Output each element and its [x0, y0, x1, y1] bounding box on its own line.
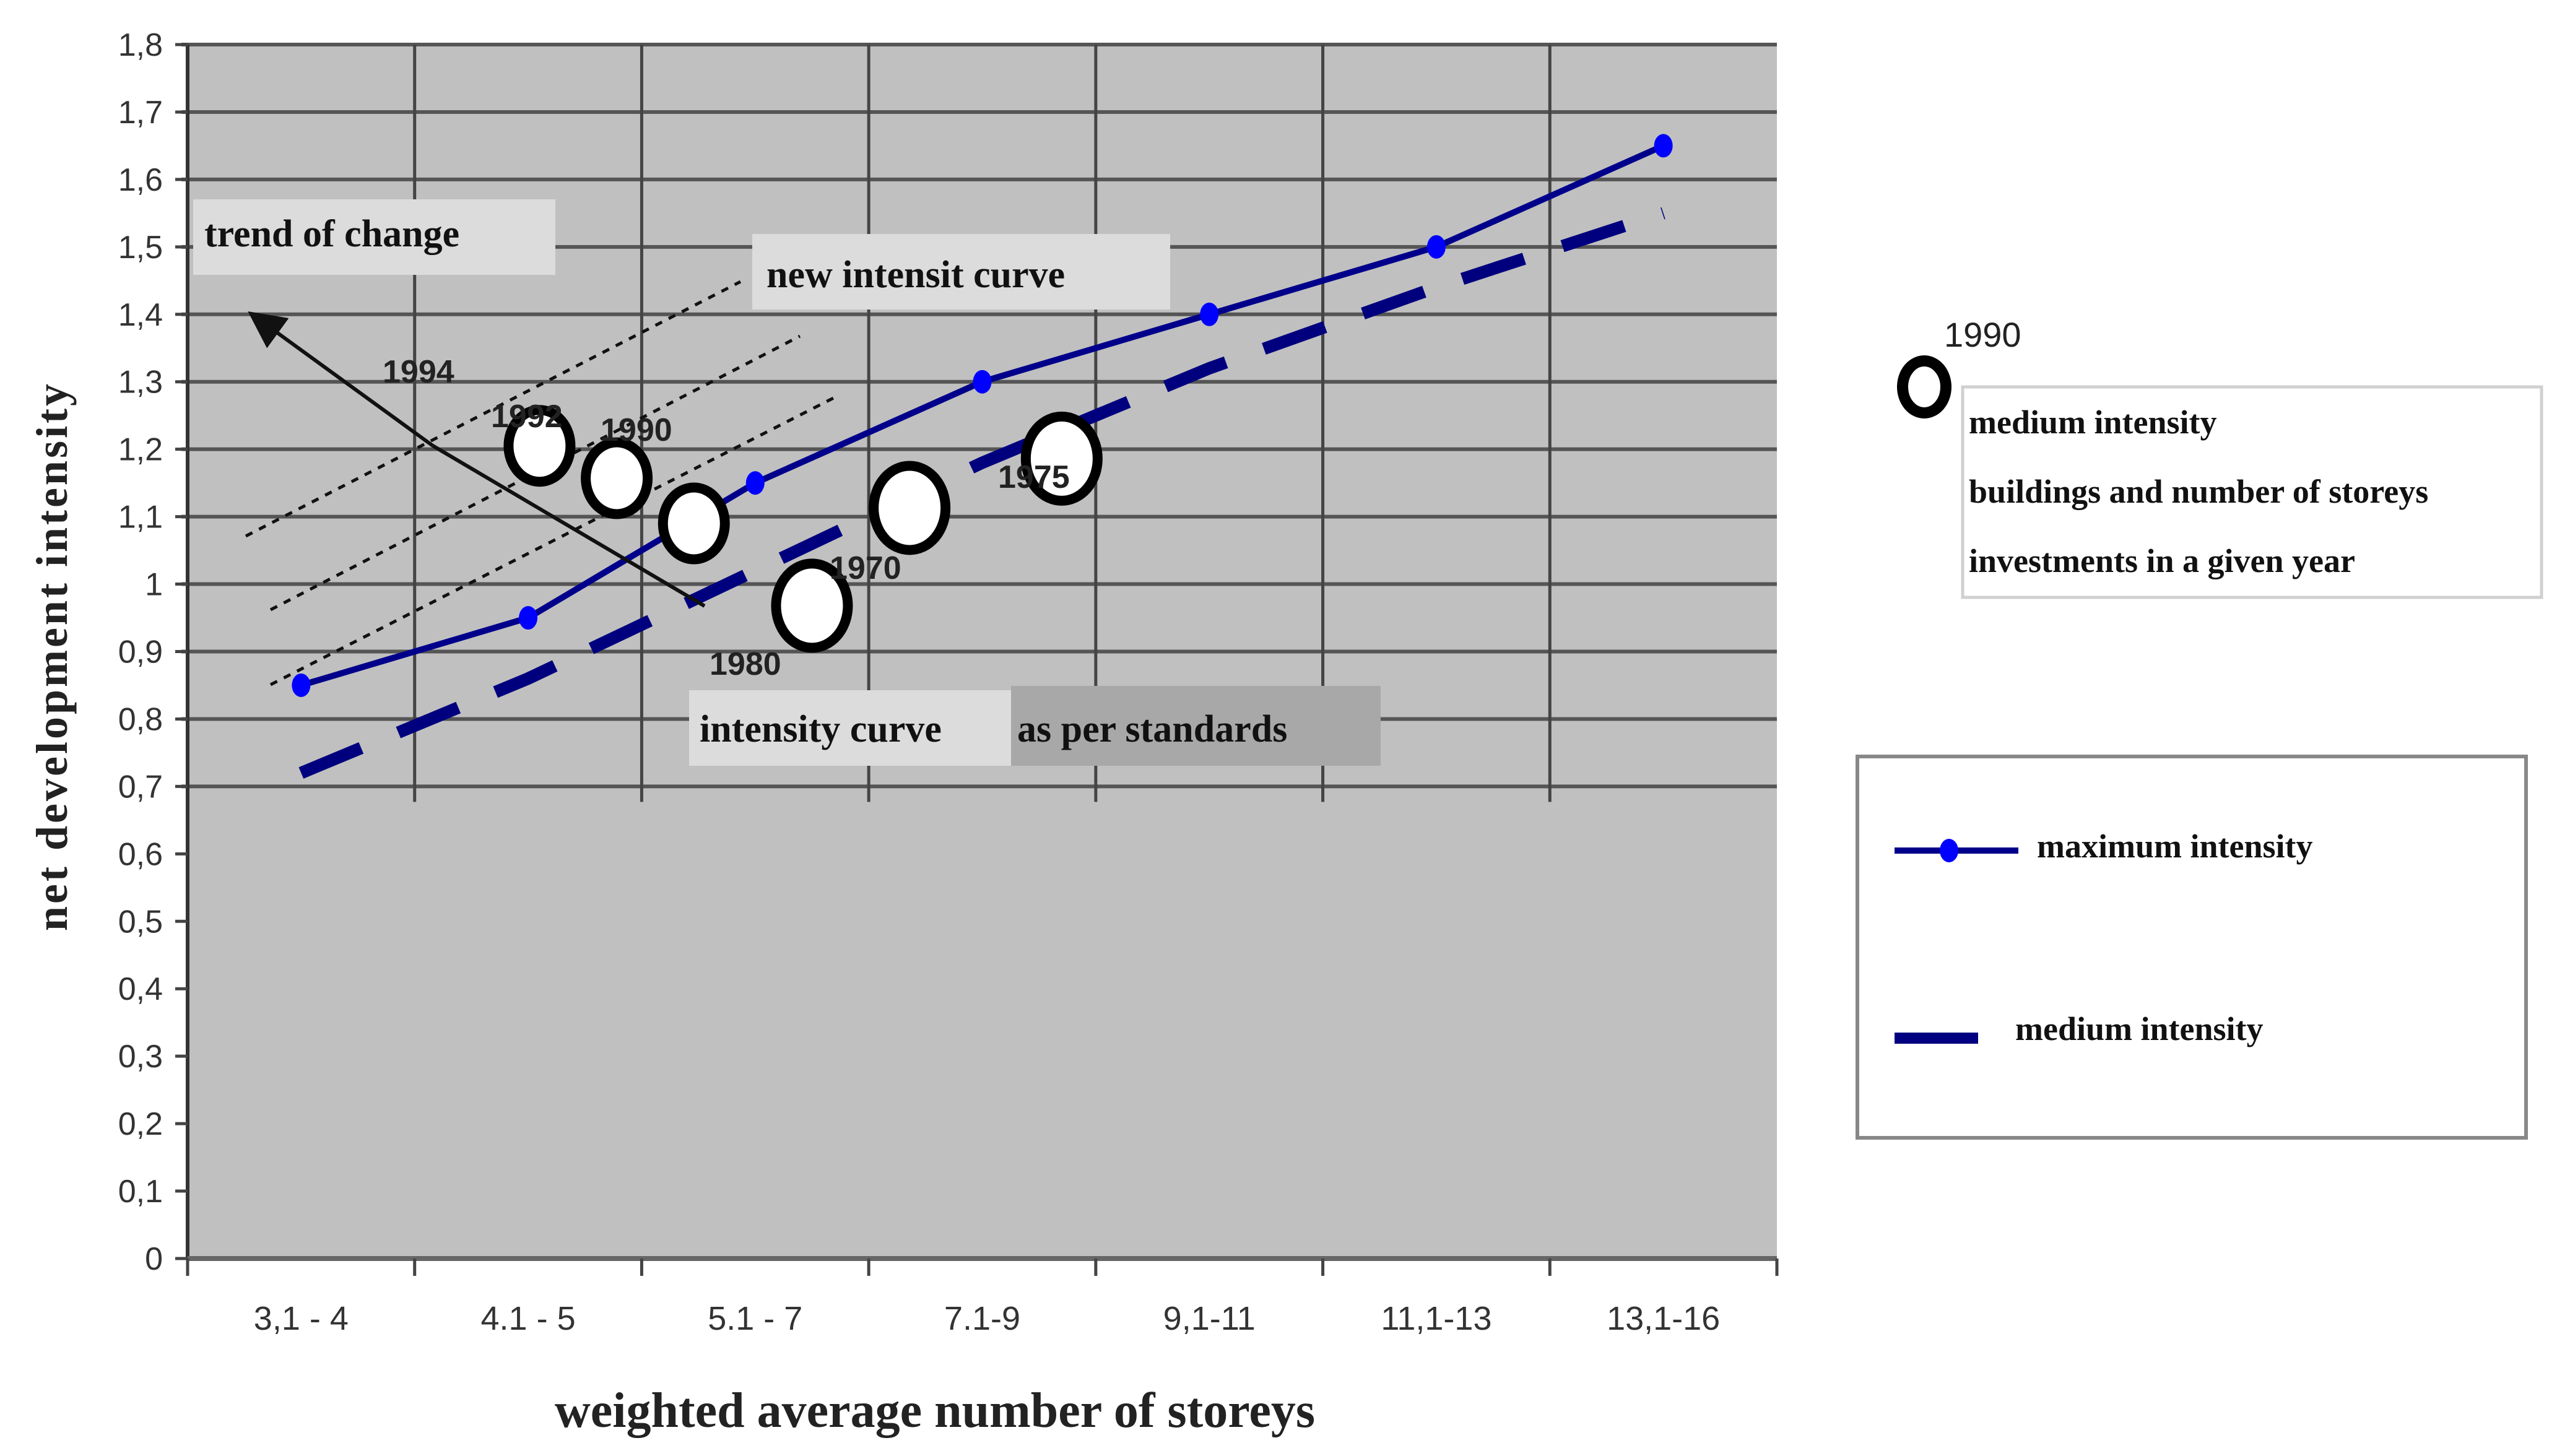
- x-tick-label: 4.1 - 5: [481, 1300, 576, 1337]
- y-tick-label: 1,7: [118, 95, 163, 131]
- y-tick-label: 0,6: [118, 836, 163, 872]
- circle-legend-line-2: buildings and number of storeys: [1969, 473, 2428, 510]
- y-tick-label: 0,9: [118, 635, 163, 670]
- legend-medium-line-icon: [1895, 1033, 1978, 1044]
- circle-legend-line-3: investments in a given year: [1969, 542, 2355, 579]
- year-circle-1980: [771, 558, 853, 653]
- circle-legend-year: 1990: [1944, 315, 2021, 354]
- max-marker: [1426, 235, 1446, 259]
- year-label-1970: 1970: [830, 550, 901, 586]
- year-circle-1975: [1020, 411, 1103, 506]
- y-tick-label: 1,3: [118, 365, 163, 401]
- trend-arrow: [248, 311, 706, 608]
- svg-text:as per standards: as per standards: [1017, 708, 1287, 750]
- y-tick-label: 0,4: [118, 971, 163, 1007]
- annotation-standards-curve: intensity curve as per standards: [689, 686, 1381, 766]
- circle-legend-line-1: medium intensity: [1969, 404, 2217, 441]
- year-label-1975: 1975: [998, 459, 1070, 495]
- legend-max-marker-icon: [1940, 839, 1958, 862]
- year-label-1990: 1990: [601, 412, 672, 448]
- medium-intensity-line: [298, 207, 1665, 779]
- x-tick-label: 9,1-11: [1163, 1300, 1256, 1337]
- x-tick-label: 5.1 - 7: [708, 1300, 802, 1337]
- y-tick-label: 0: [145, 1241, 163, 1277]
- circle-legend-icon: [1897, 355, 1951, 418]
- x-tick-label: 11,1-13: [1381, 1300, 1491, 1337]
- year-labels: 1994 1992 1990 1980 1970 1975: [383, 354, 1070, 682]
- y-tick-label: 0,3: [118, 1039, 163, 1075]
- year-circle-1994: [503, 405, 576, 487]
- y-tick-label: 1,2: [118, 432, 163, 468]
- y-tick-label: 1,1: [118, 500, 163, 535]
- y-tick-label: 1: [145, 567, 163, 603]
- max-marker: [519, 606, 538, 630]
- year-label-1994: 1994: [383, 354, 454, 390]
- x-tick-label: 7.1-9: [944, 1300, 1020, 1337]
- y-tick-label: 0,7: [118, 769, 163, 805]
- annotation-trend-of-change: trend of change: [193, 199, 555, 275]
- x-tick-label: 3,1 - 4: [254, 1300, 349, 1337]
- circle-legend: 1990 medium intensity buildings and numb…: [1897, 315, 2543, 599]
- max-marker: [1654, 134, 1673, 158]
- max-marker: [1200, 302, 1219, 326]
- y-tick-label: 0,1: [118, 1174, 163, 1210]
- y-tick-label: 0,8: [118, 701, 163, 737]
- year-label-1980: 1980: [710, 646, 781, 682]
- year-circle-1970: [869, 461, 951, 555]
- medium-intensity-path: [298, 207, 1665, 779]
- max-marker: [292, 673, 311, 697]
- legend-label-medium: medium intensity: [2015, 1010, 2264, 1047]
- svg-text:trend of change: trend of change: [204, 213, 459, 255]
- y-tick-label: 1,4: [118, 297, 163, 333]
- y-tick-label: 1,8: [118, 27, 163, 63]
- y-tick-label: 1,5: [118, 230, 163, 266]
- year-circle-1992: [581, 437, 653, 519]
- y-tick-label: 0,2: [118, 1106, 163, 1142]
- x-axis-title: weighted average number of storeys: [555, 1384, 1315, 1438]
- svg-text:new intensit curve: new intensit curve: [766, 254, 1065, 296]
- y-tick-label: 0,5: [118, 904, 163, 940]
- year-circle-1990: [658, 482, 730, 565]
- y-axis-title: net development intensity: [27, 381, 77, 931]
- y-tick-label: 1,6: [118, 162, 163, 198]
- annotation-new-curve: new intensit curve: [752, 234, 1170, 310]
- svg-text:intensity curve: intensity curve: [700, 708, 942, 750]
- x-axis-ticks: 3,1 - 4 4.1 - 5 5.1 - 7 7.1-9 9,1-11 11,1-13 1…: [186, 1259, 1779, 1337]
- x-tick-label: 13,1-16: [1607, 1300, 1720, 1337]
- series-legend: maximum intensity medium intensity: [1856, 755, 2528, 1140]
- max-marker: [745, 471, 765, 495]
- year-label-1992: 1992: [491, 399, 563, 435]
- max-marker: [973, 370, 992, 394]
- legend-label-max: maximum intensity: [2037, 828, 2313, 865]
- year-points: [503, 405, 1103, 653]
- y-axis-ticks: 0 0,1 0,2 0,3 0,4 0,5 0,6 0,7 0,8 0,9 1 1,1 1,2 1,3 1,…: [118, 27, 188, 1277]
- maximum-intensity-line: [292, 134, 1673, 697]
